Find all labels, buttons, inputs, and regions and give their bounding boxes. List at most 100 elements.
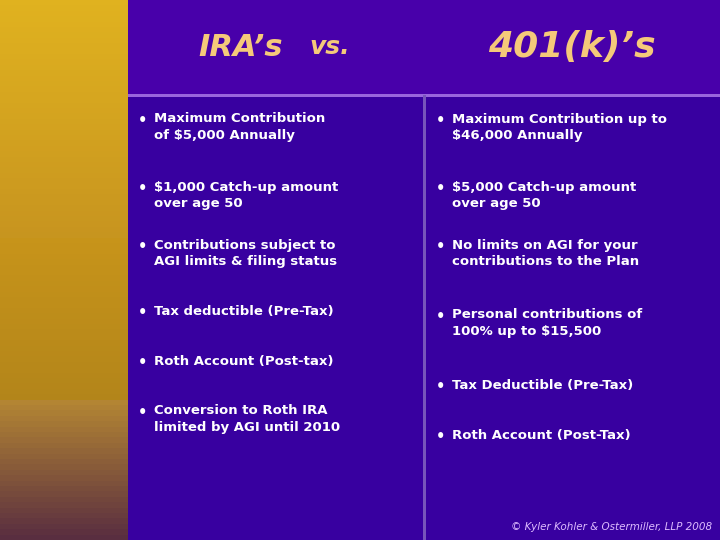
Bar — [0, 162, 128, 167]
Bar — [0, 497, 128, 502]
Bar — [0, 329, 128, 335]
Bar — [0, 389, 128, 394]
Bar — [0, 400, 128, 405]
Bar — [0, 281, 128, 286]
Text: •: • — [138, 112, 148, 127]
Bar — [0, 432, 128, 437]
Text: •: • — [436, 429, 446, 443]
Bar — [0, 189, 128, 194]
Bar — [0, 454, 128, 459]
Bar — [0, 232, 128, 238]
Text: Personal contributions of
100% up to $15,500: Personal contributions of 100% up to $15… — [452, 308, 642, 338]
Text: •: • — [436, 239, 446, 253]
Bar — [0, 313, 128, 319]
Bar — [0, 470, 128, 475]
Bar — [0, 475, 128, 481]
Bar — [0, 275, 128, 281]
Bar — [0, 65, 128, 70]
Bar — [0, 405, 128, 410]
Bar — [0, 97, 128, 103]
Bar — [0, 5, 128, 11]
Bar — [0, 297, 128, 302]
Text: •: • — [436, 379, 446, 394]
Bar — [423, 94, 426, 540]
Bar — [0, 302, 128, 308]
Bar — [0, 243, 128, 248]
Bar — [0, 346, 128, 351]
Bar — [0, 248, 128, 254]
Text: Roth Account (Post-tax): Roth Account (Post-tax) — [154, 354, 333, 368]
Bar — [0, 130, 128, 135]
Bar — [0, 394, 128, 400]
Text: •: • — [436, 112, 446, 127]
Text: 401(k)’s: 401(k)’s — [488, 30, 656, 64]
Bar — [128, 94, 720, 540]
Bar — [0, 356, 128, 362]
Bar — [0, 529, 128, 535]
Bar — [0, 238, 128, 243]
Bar — [0, 113, 128, 119]
Bar — [0, 70, 128, 76]
Text: Roth Account (Post-Tax): Roth Account (Post-Tax) — [452, 429, 631, 442]
Bar — [0, 335, 128, 340]
Bar — [0, 448, 128, 454]
Bar — [0, 205, 128, 211]
Bar — [0, 535, 128, 540]
Bar — [0, 59, 128, 65]
Text: Maximum Contribution
of $5,000 Annually: Maximum Contribution of $5,000 Annually — [154, 112, 325, 142]
Text: •: • — [138, 180, 148, 195]
Bar — [0, 319, 128, 324]
Bar — [0, 427, 128, 432]
Bar — [0, 308, 128, 313]
Text: $1,000 Catch-up amount
over age 50: $1,000 Catch-up amount over age 50 — [154, 180, 338, 210]
Bar — [0, 491, 128, 497]
Bar — [0, 43, 128, 49]
Bar — [0, 92, 128, 97]
Bar — [0, 373, 128, 378]
Bar — [0, 140, 128, 146]
Bar — [0, 184, 128, 189]
Bar — [0, 54, 128, 59]
Bar — [0, 103, 128, 108]
Bar — [0, 502, 128, 508]
Bar — [0, 459, 128, 464]
Bar — [0, 513, 128, 518]
Text: •: • — [436, 180, 446, 195]
Bar — [0, 49, 128, 54]
Text: Tax deductible (Pre-Tax): Tax deductible (Pre-Tax) — [154, 305, 334, 318]
Bar — [0, 146, 128, 151]
Bar — [0, 11, 128, 16]
Text: vs.: vs. — [309, 35, 350, 59]
Bar — [0, 16, 128, 22]
Text: Tax Deductible (Pre-Tax): Tax Deductible (Pre-Tax) — [452, 379, 634, 392]
Bar — [0, 173, 128, 178]
Bar — [0, 86, 128, 92]
Text: •: • — [138, 404, 148, 420]
Text: •: • — [138, 239, 148, 253]
Bar — [0, 486, 128, 491]
Bar — [0, 81, 128, 86]
Text: Conversion to Roth IRA
limited by AGI until 2010: Conversion to Roth IRA limited by AGI un… — [154, 404, 341, 434]
Bar — [0, 119, 128, 124]
Text: © Kyler Kohler & Ostermiller, LLP 2008: © Kyler Kohler & Ostermiller, LLP 2008 — [511, 522, 712, 532]
Bar — [0, 286, 128, 292]
Bar — [0, 362, 128, 367]
Bar — [0, 265, 128, 270]
Text: Contributions subject to
AGI limits & filing status: Contributions subject to AGI limits & fi… — [154, 239, 337, 268]
Bar — [0, 292, 128, 297]
Bar — [0, 378, 128, 383]
Bar — [0, 437, 128, 443]
Bar — [0, 351, 128, 356]
Text: No limits on AGI for your
contributions to the Plan: No limits on AGI for your contributions … — [452, 239, 639, 268]
Text: IRA’s: IRA’s — [198, 33, 283, 62]
Bar — [128, 93, 720, 97]
Text: •: • — [138, 354, 148, 369]
Bar — [0, 227, 128, 232]
Text: Maximum Contribution up to
$46,000 Annually: Maximum Contribution up to $46,000 Annua… — [452, 112, 667, 142]
Bar — [0, 383, 128, 389]
Text: •: • — [138, 305, 148, 320]
Bar — [0, 443, 128, 448]
Bar — [0, 194, 128, 200]
Bar — [0, 32, 128, 38]
Bar — [0, 108, 128, 113]
